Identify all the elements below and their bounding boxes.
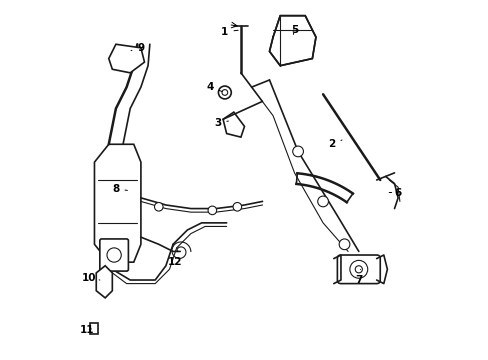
Text: 5: 5 [290, 25, 298, 35]
Circle shape [233, 203, 241, 211]
Text: 9: 9 [131, 43, 144, 53]
Text: 4: 4 [206, 82, 222, 92]
Polygon shape [96, 266, 112, 298]
Polygon shape [269, 16, 315, 66]
Circle shape [354, 266, 362, 273]
Polygon shape [90, 323, 98, 334]
Polygon shape [223, 112, 244, 137]
Text: 2: 2 [328, 139, 341, 149]
Circle shape [207, 206, 216, 215]
Circle shape [339, 239, 349, 249]
FancyBboxPatch shape [337, 255, 380, 284]
Circle shape [349, 260, 367, 278]
Circle shape [154, 203, 163, 211]
Text: 3: 3 [214, 118, 228, 128]
Circle shape [292, 146, 303, 157]
Text: 8: 8 [112, 184, 127, 194]
FancyBboxPatch shape [100, 239, 128, 271]
Circle shape [107, 248, 121, 262]
Text: 12: 12 [167, 251, 182, 267]
Polygon shape [108, 44, 144, 73]
Polygon shape [94, 144, 141, 262]
Text: 7: 7 [354, 269, 362, 285]
Circle shape [317, 196, 328, 207]
Circle shape [218, 86, 231, 99]
Text: 10: 10 [81, 273, 100, 283]
Text: 11: 11 [79, 325, 94, 335]
Circle shape [222, 90, 227, 95]
Text: 6: 6 [388, 188, 401, 198]
Text: 1: 1 [221, 27, 238, 37]
